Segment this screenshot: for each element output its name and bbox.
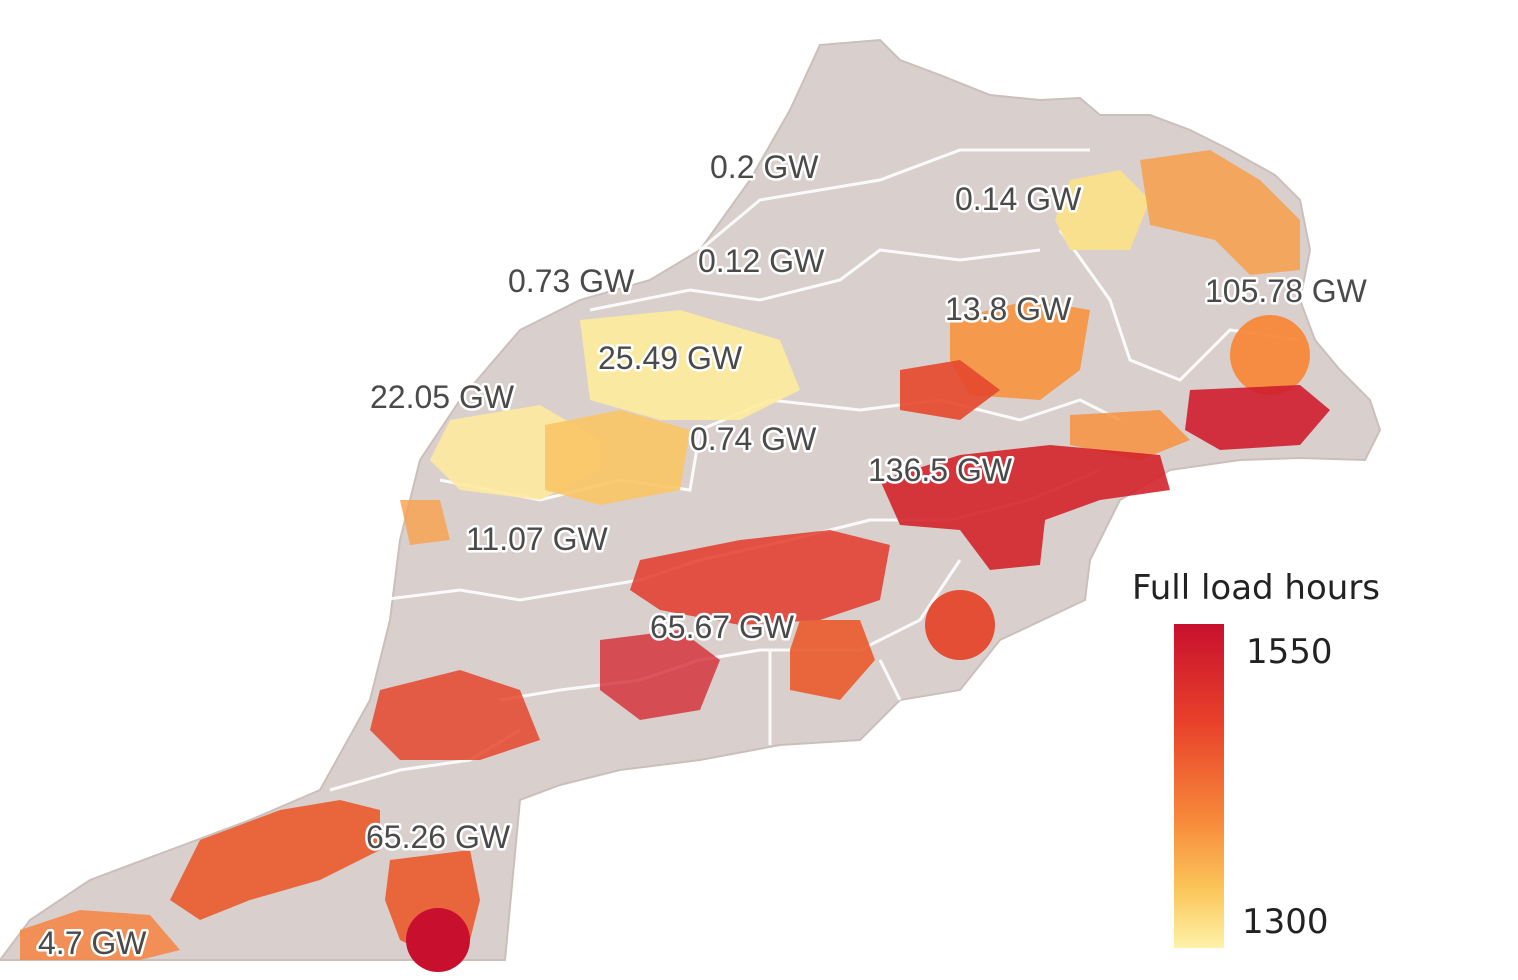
capacity-label-east-a: 105.78 GW xyxy=(1205,273,1368,309)
capacity-label-east-b: 13.8 GW xyxy=(945,291,1072,327)
potential-area-southwest-red-b xyxy=(170,800,380,920)
potential-area-east-orange xyxy=(950,300,1090,400)
capacity-label-central-b: 25.49 GW xyxy=(598,340,743,376)
capacity-label-west-b: 22.05 GW xyxy=(370,379,515,415)
potential-area-southeast-red xyxy=(880,445,1170,570)
legend-min-value: 1300 xyxy=(1242,902,1329,942)
legend-max-value: 1550 xyxy=(1246,632,1333,672)
potential-area-west-coast xyxy=(400,500,450,545)
potential-area-central-yellow xyxy=(545,410,690,505)
capacity-label-south-a: 65.67 GW xyxy=(650,609,795,645)
legend-title: Full load hours xyxy=(1132,568,1381,608)
capacity-label-west-a: 0.73 GW xyxy=(508,263,635,299)
potential-area-south-circle-a xyxy=(925,590,995,660)
capacity-label-central-a: 0.12 GW xyxy=(698,243,825,279)
potential-area-east-orange-b xyxy=(1070,410,1190,460)
potential-area-south-red-b xyxy=(790,620,875,700)
capacity-label-southwest-a: 4.7 GW xyxy=(38,925,147,961)
color-legend: Full load hours 1550 1300 xyxy=(1120,562,1420,962)
potential-area-northeast-orange xyxy=(1140,150,1300,275)
potential-area-far-southwest xyxy=(20,910,180,960)
legend-color-bar xyxy=(1174,624,1224,948)
capacity-label-north-a: 0.2 GW xyxy=(710,149,819,185)
capacity-label-central-c: 0.74 GW xyxy=(690,421,817,457)
potential-area-south-red-band xyxy=(630,530,890,625)
capacity-label-west-c: 11.07 GW xyxy=(466,521,608,557)
potential-area-east-red-b xyxy=(1185,385,1330,450)
potential-area-southwest-red-a xyxy=(370,670,540,760)
potential-area-south-tip-red xyxy=(406,908,470,972)
capacity-label-south-b: 65.26 GW xyxy=(366,819,511,855)
potential-area-south-red-c xyxy=(600,630,720,720)
potential-area-north-yellow xyxy=(1055,170,1150,250)
capacity-label-north-b: 0.14 GW xyxy=(955,181,1082,217)
potential-area-east-circle xyxy=(1230,315,1310,395)
country-landmass xyxy=(0,38,1382,961)
potential-area-central-pale xyxy=(580,310,800,420)
capacity-label-southeast-a: 136.5 GW xyxy=(868,452,1013,488)
capacity-labels: 0.2 GW 0.14 GW 0.12 GW 0.73 GW 105.78 GW… xyxy=(36,147,1371,964)
potential-areas xyxy=(20,150,1330,972)
potential-area-east-red-a xyxy=(900,360,1000,420)
